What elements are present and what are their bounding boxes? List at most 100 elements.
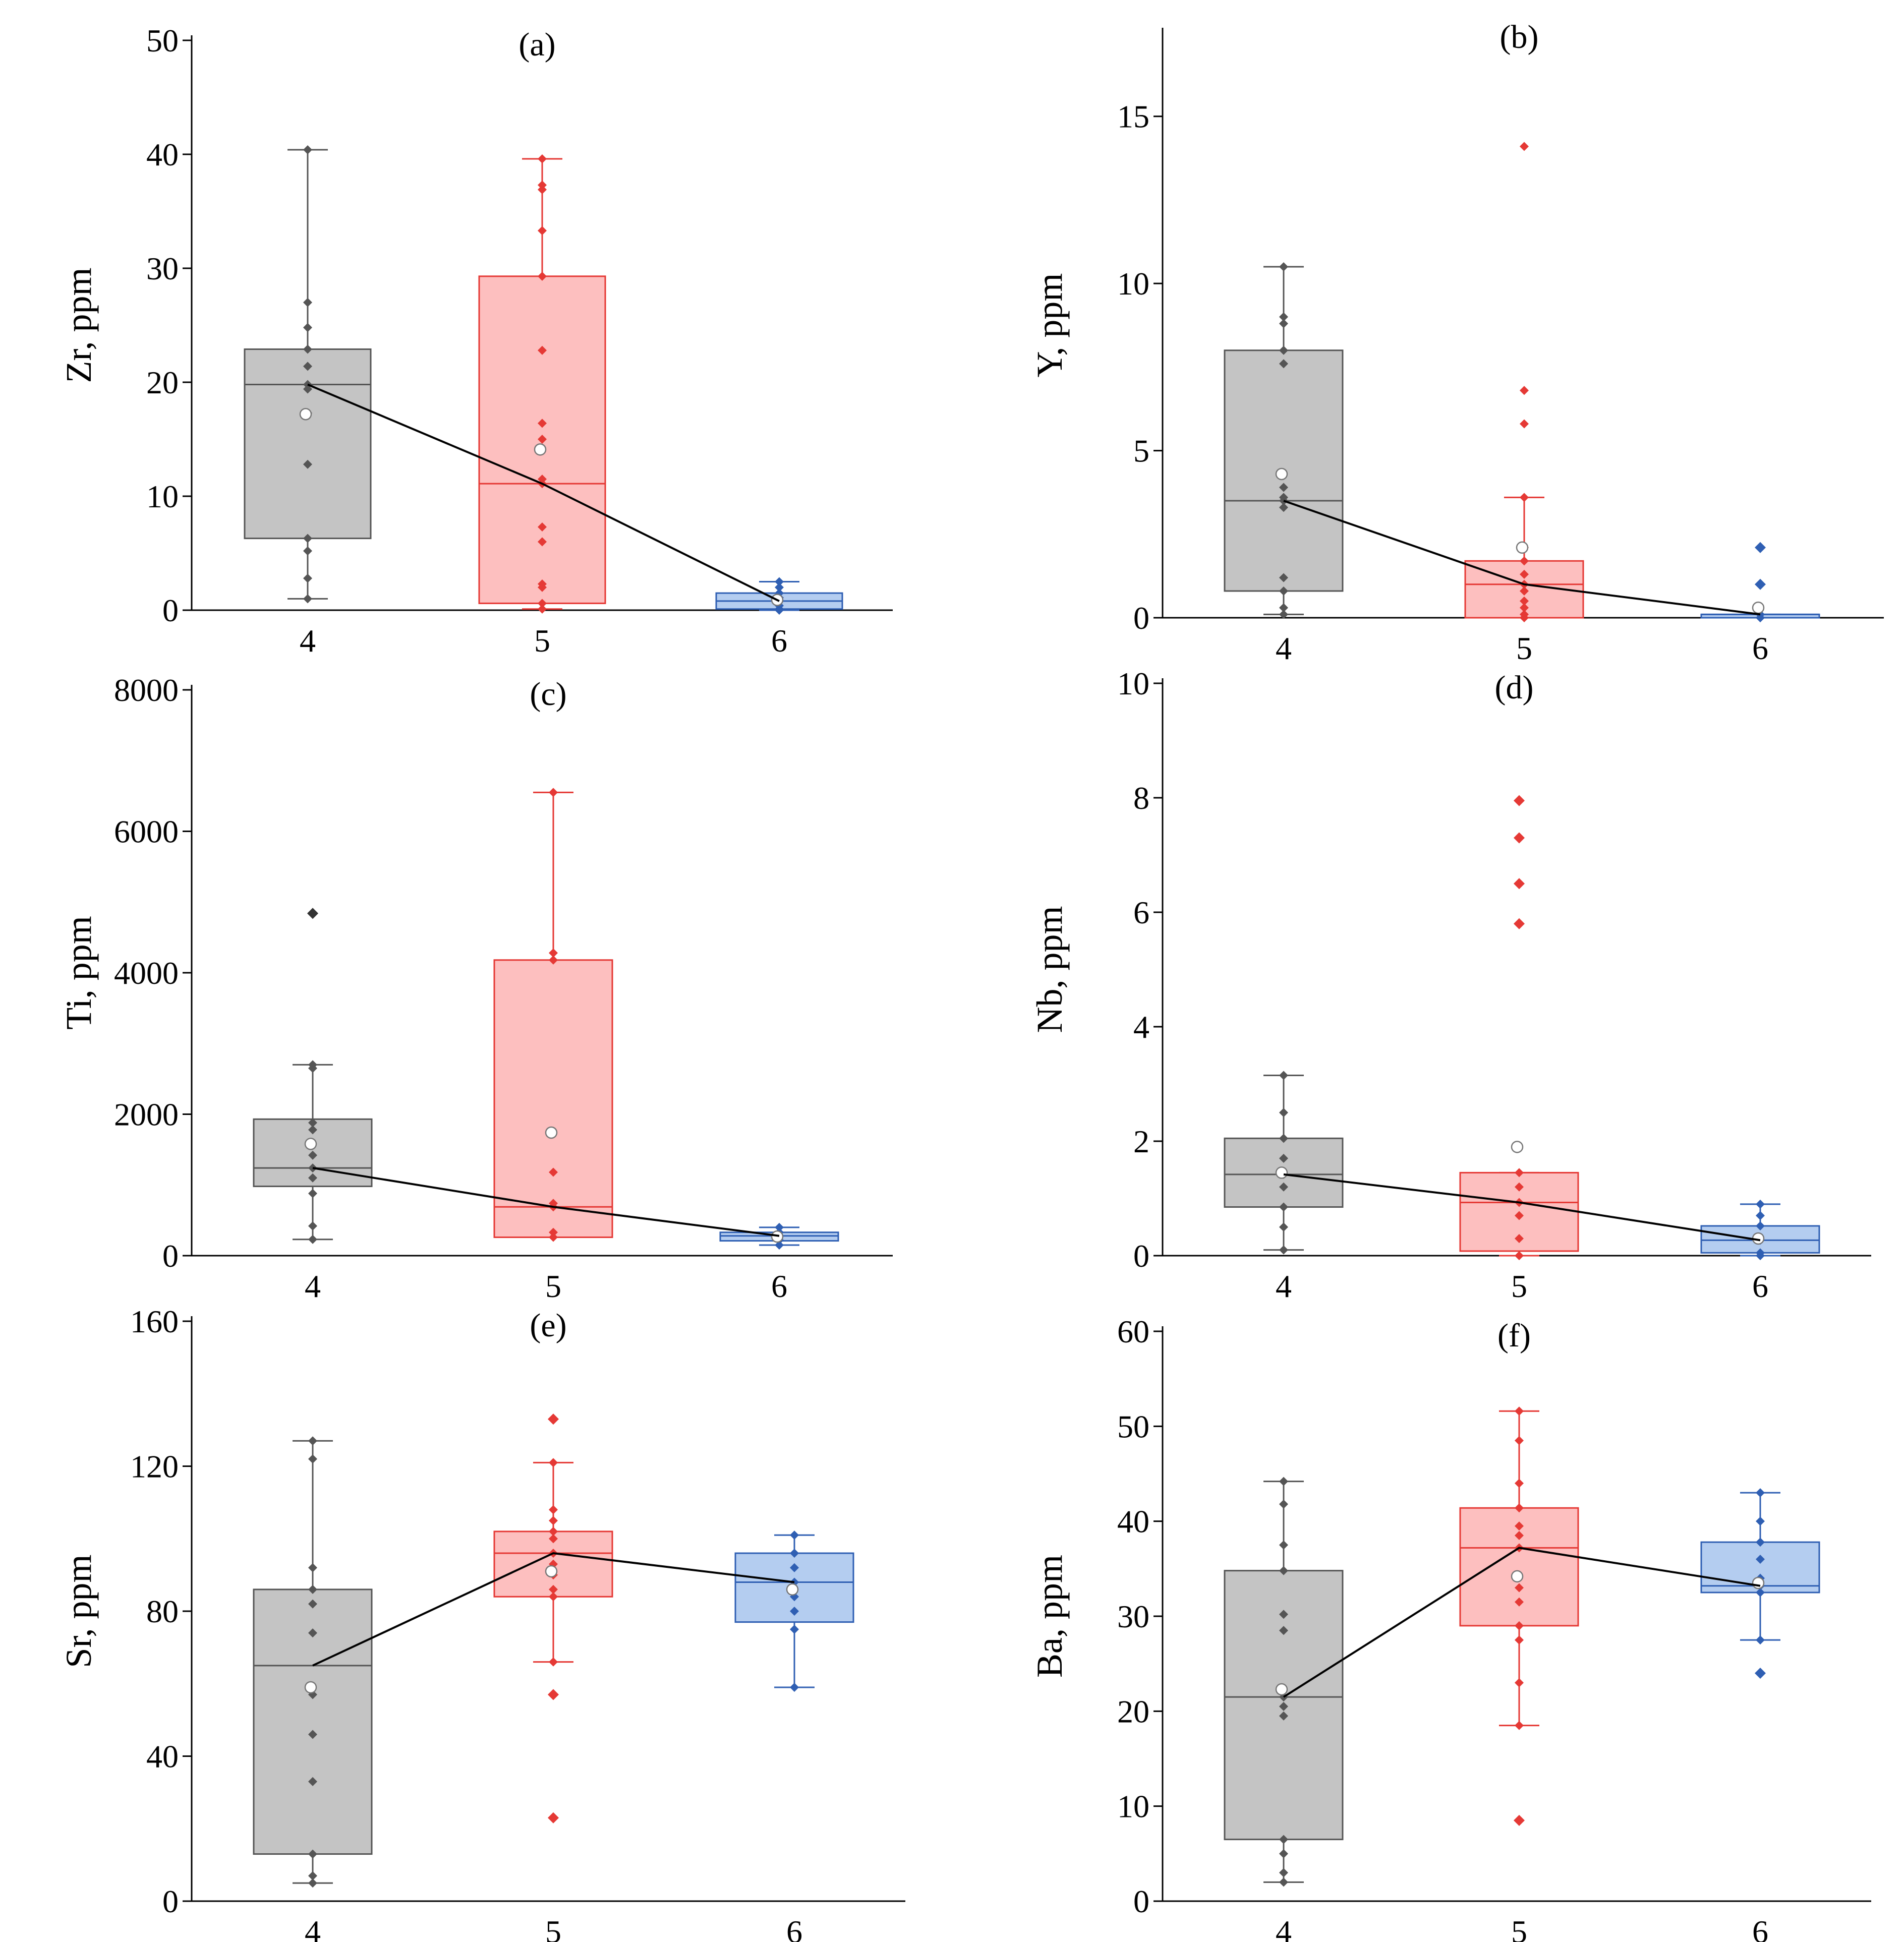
data-point	[1756, 1221, 1765, 1230]
data-point	[775, 582, 784, 592]
x-tick-label: 6	[1752, 1914, 1768, 1942]
data-point	[1515, 1597, 1524, 1607]
data-point	[549, 1227, 558, 1237]
outlier-point	[1514, 832, 1525, 844]
y-tick-label: 30	[1117, 1599, 1149, 1634]
y-tick-label: 20	[146, 365, 179, 400]
box-5	[1464, 142, 1584, 622]
data-point	[1279, 1071, 1288, 1080]
box-6	[1700, 1488, 1820, 1679]
data-point	[1520, 493, 1529, 502]
mean-marker	[1275, 1683, 1288, 1696]
mean-marker	[786, 1583, 799, 1596]
data-point	[1515, 1211, 1524, 1220]
y-axis-label: Ba, ppm	[1029, 1555, 1070, 1678]
data-point	[1279, 1701, 1288, 1711]
data-point	[1515, 1521, 1524, 1531]
mean-marker	[1752, 601, 1765, 614]
mean-marker	[545, 1126, 558, 1139]
data-point	[790, 1563, 799, 1572]
data-point	[549, 1505, 558, 1514]
data-point	[1279, 1835, 1288, 1844]
data-point	[308, 1584, 317, 1594]
outlier-point	[1755, 1668, 1766, 1679]
data-point	[1515, 1635, 1524, 1645]
data-point	[1515, 1406, 1524, 1416]
panel-1: 0 10 20 30 40 50 Zr, ppm (a) 4 5 6	[59, 23, 893, 659]
box-6	[734, 1531, 854, 1692]
data-point	[1279, 1868, 1288, 1877]
data-point	[308, 1150, 317, 1160]
data-point	[549, 1534, 558, 1544]
median-trend-line	[1283, 500, 1761, 616]
mean-marker	[1511, 1570, 1524, 1583]
data-point	[1515, 1531, 1524, 1540]
data-point	[538, 604, 547, 614]
box-5	[478, 154, 606, 614]
data-point	[308, 1871, 317, 1880]
box-6	[719, 1222, 839, 1250]
box-4	[1224, 1071, 1344, 1255]
data-point	[303, 344, 312, 354]
data-point	[1520, 419, 1529, 429]
data-point	[775, 1222, 784, 1232]
data-point	[1515, 1168, 1524, 1178]
mean-marker	[299, 408, 312, 421]
data-point	[1279, 312, 1288, 322]
data-point	[1279, 359, 1288, 369]
data-point	[1756, 1199, 1765, 1209]
data-point	[1279, 1626, 1288, 1635]
data-point	[538, 579, 547, 589]
y-tick-label: 80	[146, 1594, 179, 1629]
x-tick-label: 4	[300, 623, 316, 659]
data-point	[1520, 556, 1529, 566]
box-5	[1459, 795, 1579, 1260]
data-point	[790, 1607, 799, 1616]
data-point	[538, 419, 547, 428]
data-point	[1279, 1154, 1288, 1163]
data-point	[303, 323, 312, 332]
data-point	[538, 599, 547, 608]
data-point	[775, 1240, 784, 1250]
data-point	[308, 1628, 317, 1638]
data-point	[1279, 345, 1288, 355]
x-tick-label: 4	[305, 1914, 321, 1942]
data-point	[538, 475, 547, 484]
panel-title: (a)	[518, 26, 555, 63]
y-tick-label: 50	[1117, 1408, 1149, 1444]
data-point	[1520, 569, 1529, 579]
y-tick-label: 2	[1133, 1124, 1149, 1159]
data-point	[538, 522, 547, 532]
y-tick-label: 15	[1117, 99, 1149, 135]
data-point	[1279, 586, 1288, 596]
data-point	[1279, 1202, 1288, 1212]
data-point	[549, 1167, 558, 1177]
data-point	[549, 1232, 558, 1242]
x-tick-label: 5	[1511, 1914, 1527, 1942]
data-point	[1279, 1711, 1288, 1721]
y-tick-label: 40	[146, 137, 179, 172]
outlier-point	[1514, 1814, 1525, 1826]
data-point	[1515, 1479, 1524, 1488]
y-tick-label: 4000	[114, 955, 179, 991]
data-point	[308, 1849, 317, 1859]
box-4	[1224, 262, 1344, 619]
data-point	[303, 362, 312, 371]
median-trend-line	[312, 1552, 795, 1667]
panel-title: (f)	[1497, 1317, 1531, 1354]
data-point	[1279, 1134, 1288, 1143]
x-tick-label: 4	[1276, 630, 1292, 666]
data-point	[1279, 503, 1288, 512]
y-tick-label: 20	[1117, 1693, 1149, 1729]
data-point	[1520, 610, 1529, 619]
y-tick-label: 50	[146, 23, 179, 58]
data-point	[549, 955, 558, 965]
mean-marker	[1275, 467, 1288, 481]
data-point	[790, 1682, 799, 1692]
data-point	[775, 577, 784, 586]
data-point	[1756, 1211, 1765, 1220]
y-tick-label: 10	[1117, 1789, 1149, 1825]
data-point	[1279, 1222, 1288, 1232]
y-tick-label: 40	[146, 1739, 179, 1775]
data-point	[308, 1125, 317, 1135]
